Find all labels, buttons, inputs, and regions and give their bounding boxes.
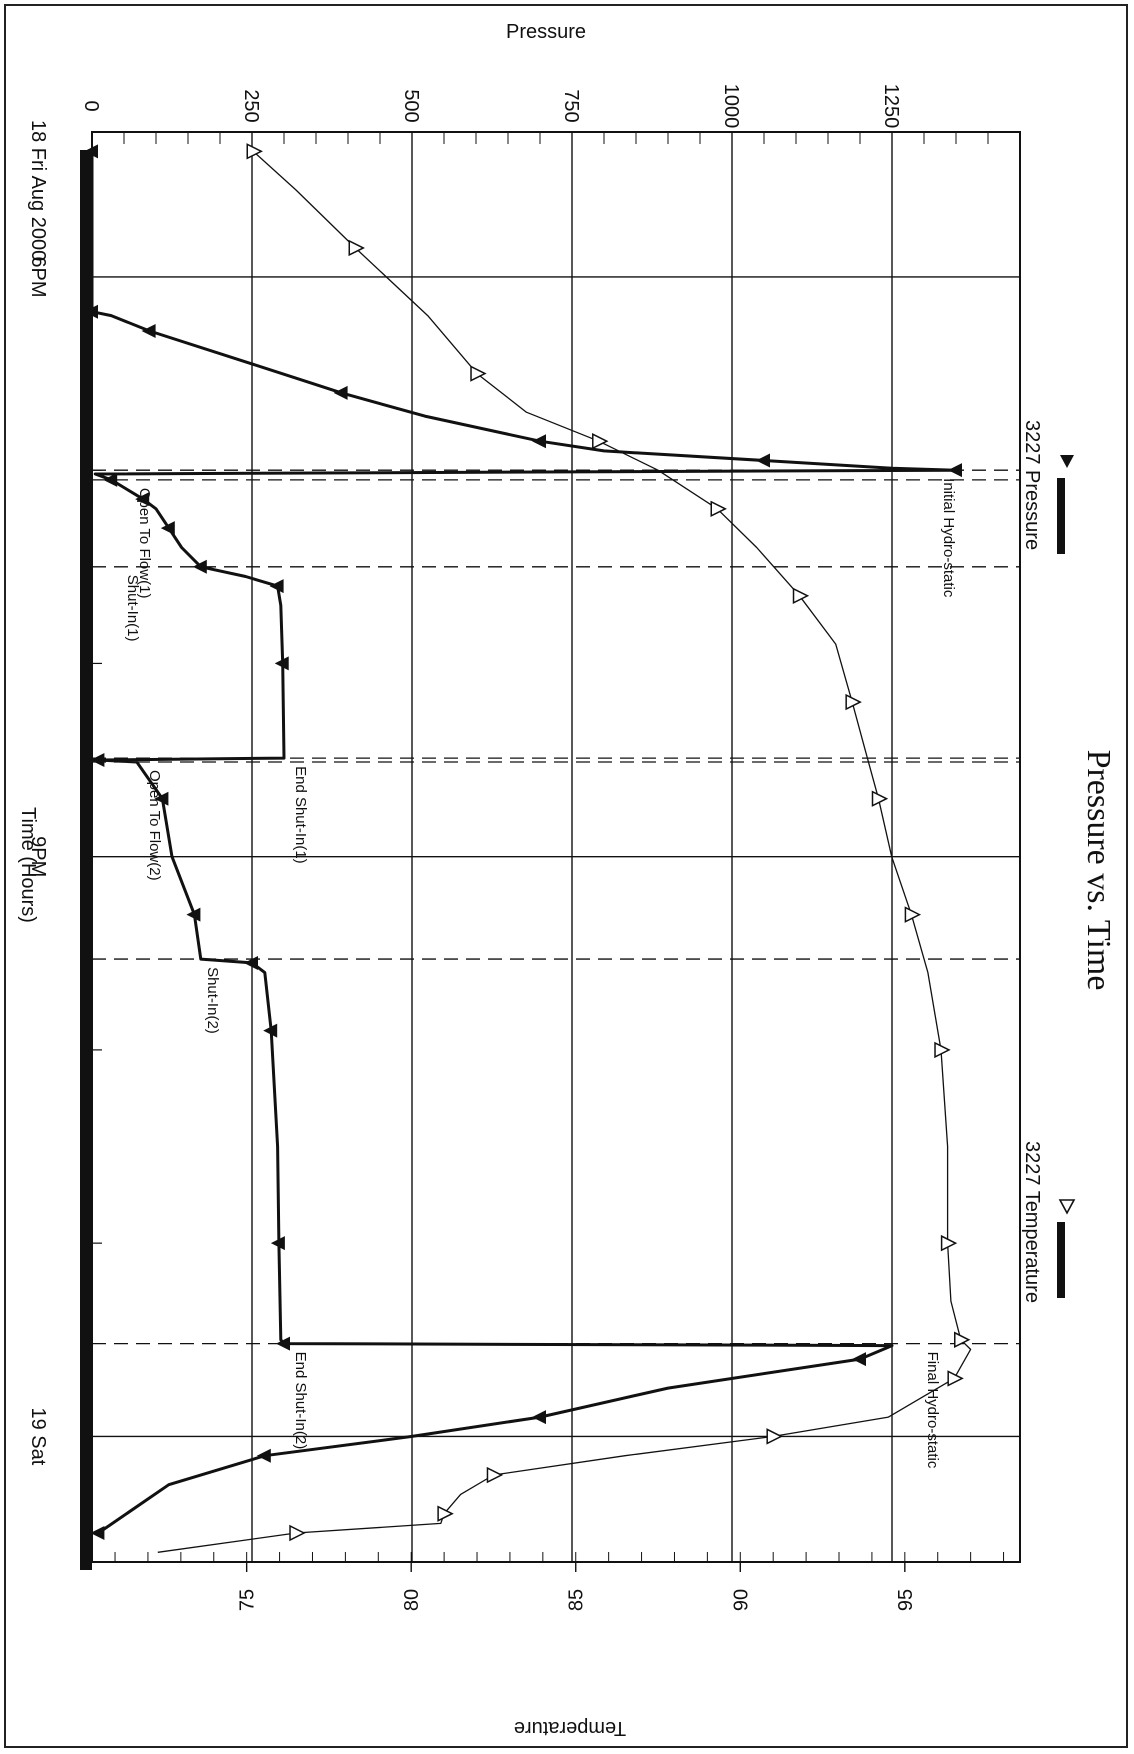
pressure-point <box>84 144 98 159</box>
temperature-point <box>766 1428 783 1445</box>
temperature-point <box>947 1370 964 1387</box>
event-label: Initial Hydro-static <box>940 478 957 598</box>
marker-layer <box>84 143 971 1542</box>
event-label: Open To Flow(1) <box>136 488 153 599</box>
pressure-point <box>263 1023 278 1038</box>
pressure-zero-bar <box>80 150 92 1570</box>
temperature-tick-label: 95 <box>895 1589 917 1611</box>
temperature-point <box>437 1505 454 1522</box>
tick-layer <box>92 132 1005 1572</box>
temperature-point <box>904 906 922 923</box>
pressure-tick-label: 0 <box>80 100 102 111</box>
temperature-tick-label: 75 <box>237 1589 259 1611</box>
pressure-point <box>84 304 98 319</box>
pressure-tick-label: 1250 <box>880 84 902 129</box>
temperature-point <box>792 587 810 604</box>
temperature-point <box>940 1234 958 1252</box>
event-label: End Shut-In(1) <box>292 766 309 864</box>
pressure-tick-label: 250 <box>240 89 262 122</box>
legend-temperature-swatch <box>1057 1222 1065 1298</box>
temperature-point <box>710 500 727 518</box>
time-tick-label: 18 Fri Aug 2000 <box>27 120 49 261</box>
pressure-tick-label: 500 <box>400 89 422 122</box>
temperature-series-line <box>157 150 972 1553</box>
pressure-series-line <box>90 151 958 1535</box>
event-label: Final Hydro-static <box>924 1352 941 1469</box>
pressure-point <box>756 453 770 468</box>
legend-pressure-marker <box>1060 455 1074 468</box>
pressure-point <box>90 1526 105 1541</box>
pressure-point <box>333 385 348 400</box>
pressure-point <box>244 955 258 970</box>
pressure-point <box>852 1352 866 1367</box>
pressure-point <box>532 434 546 449</box>
legend-temperature-label: 3227 Temperature <box>1021 1141 1043 1303</box>
event-layer <box>92 469 1020 1345</box>
temperature-point <box>246 143 263 160</box>
pressure-point <box>154 791 169 806</box>
legend-pressure-swatch <box>1057 478 1065 554</box>
time-tick-label: 6PM <box>27 256 49 297</box>
temperature-axis-title: Temperature <box>514 1717 626 1739</box>
pressure-point <box>270 1236 285 1251</box>
grid-layer <box>92 132 1020 1562</box>
pressure-point <box>160 521 175 536</box>
plot-frame <box>91 131 1021 1563</box>
label-layer: 0 250 500 750 1000 1250 75 80 85 90 95 18 Fri Aug 2… <box>27 84 957 1611</box>
pressure-point <box>532 1410 546 1425</box>
event-label: End Shut-In(2) <box>292 1352 309 1450</box>
temperature-point <box>871 790 889 807</box>
temperature-point <box>845 693 862 711</box>
temperature-point <box>348 239 365 257</box>
pressure-point <box>192 559 207 574</box>
temperature-point <box>470 365 487 382</box>
temperature-tick-label: 90 <box>730 1589 752 1611</box>
pressure-point <box>269 579 284 594</box>
legend-temperature: 3227 Temperature <box>1021 1141 1076 1303</box>
pressure-tick-label: 750 <box>560 89 582 122</box>
time-tick-label: 19 Sat <box>27 1407 49 1465</box>
time-axis-title: Time (Hours) <box>17 807 39 923</box>
series-layer <box>90 150 972 1553</box>
pressure-point <box>103 472 118 487</box>
legend-temperature-marker <box>1058 1199 1076 1215</box>
pressure-axis-title: Pressure <box>506 21 586 43</box>
event-label: Shut-In(1) <box>124 575 141 642</box>
temperature-tick-label: 85 <box>566 1589 588 1611</box>
temperature-tick-label: 80 <box>401 1589 423 1611</box>
temperature-point <box>289 1524 306 1542</box>
legend: 3227 Pressure 3227 Temperature <box>1021 420 1076 1303</box>
pressure-point <box>90 753 105 768</box>
pressure-point <box>274 656 289 671</box>
pressure-point <box>276 1336 290 1351</box>
temperature-point <box>934 1041 951 1059</box>
legend-pressure: 3227 Pressure <box>1021 420 1074 554</box>
temperature-point <box>486 1466 504 1484</box>
temperature-point <box>954 1331 971 1348</box>
event-label: Shut-In(2) <box>204 967 221 1034</box>
page-frame <box>4 4 1128 1748</box>
pressure-point <box>141 324 156 339</box>
time-tick-label: 9PM <box>27 836 49 877</box>
pressure-point <box>256 1448 271 1463</box>
pressure-point <box>135 492 150 507</box>
chart-title: Pressure vs. Time <box>1080 750 1117 991</box>
pressure-tick-label: 1000 <box>720 84 742 129</box>
temperature-point <box>592 432 609 450</box>
legend-pressure-label: 3227 Pressure <box>1021 420 1043 550</box>
pressure-point <box>948 463 962 478</box>
pressure-point <box>186 907 201 922</box>
event-label: Open To Flow(2) <box>146 770 163 881</box>
